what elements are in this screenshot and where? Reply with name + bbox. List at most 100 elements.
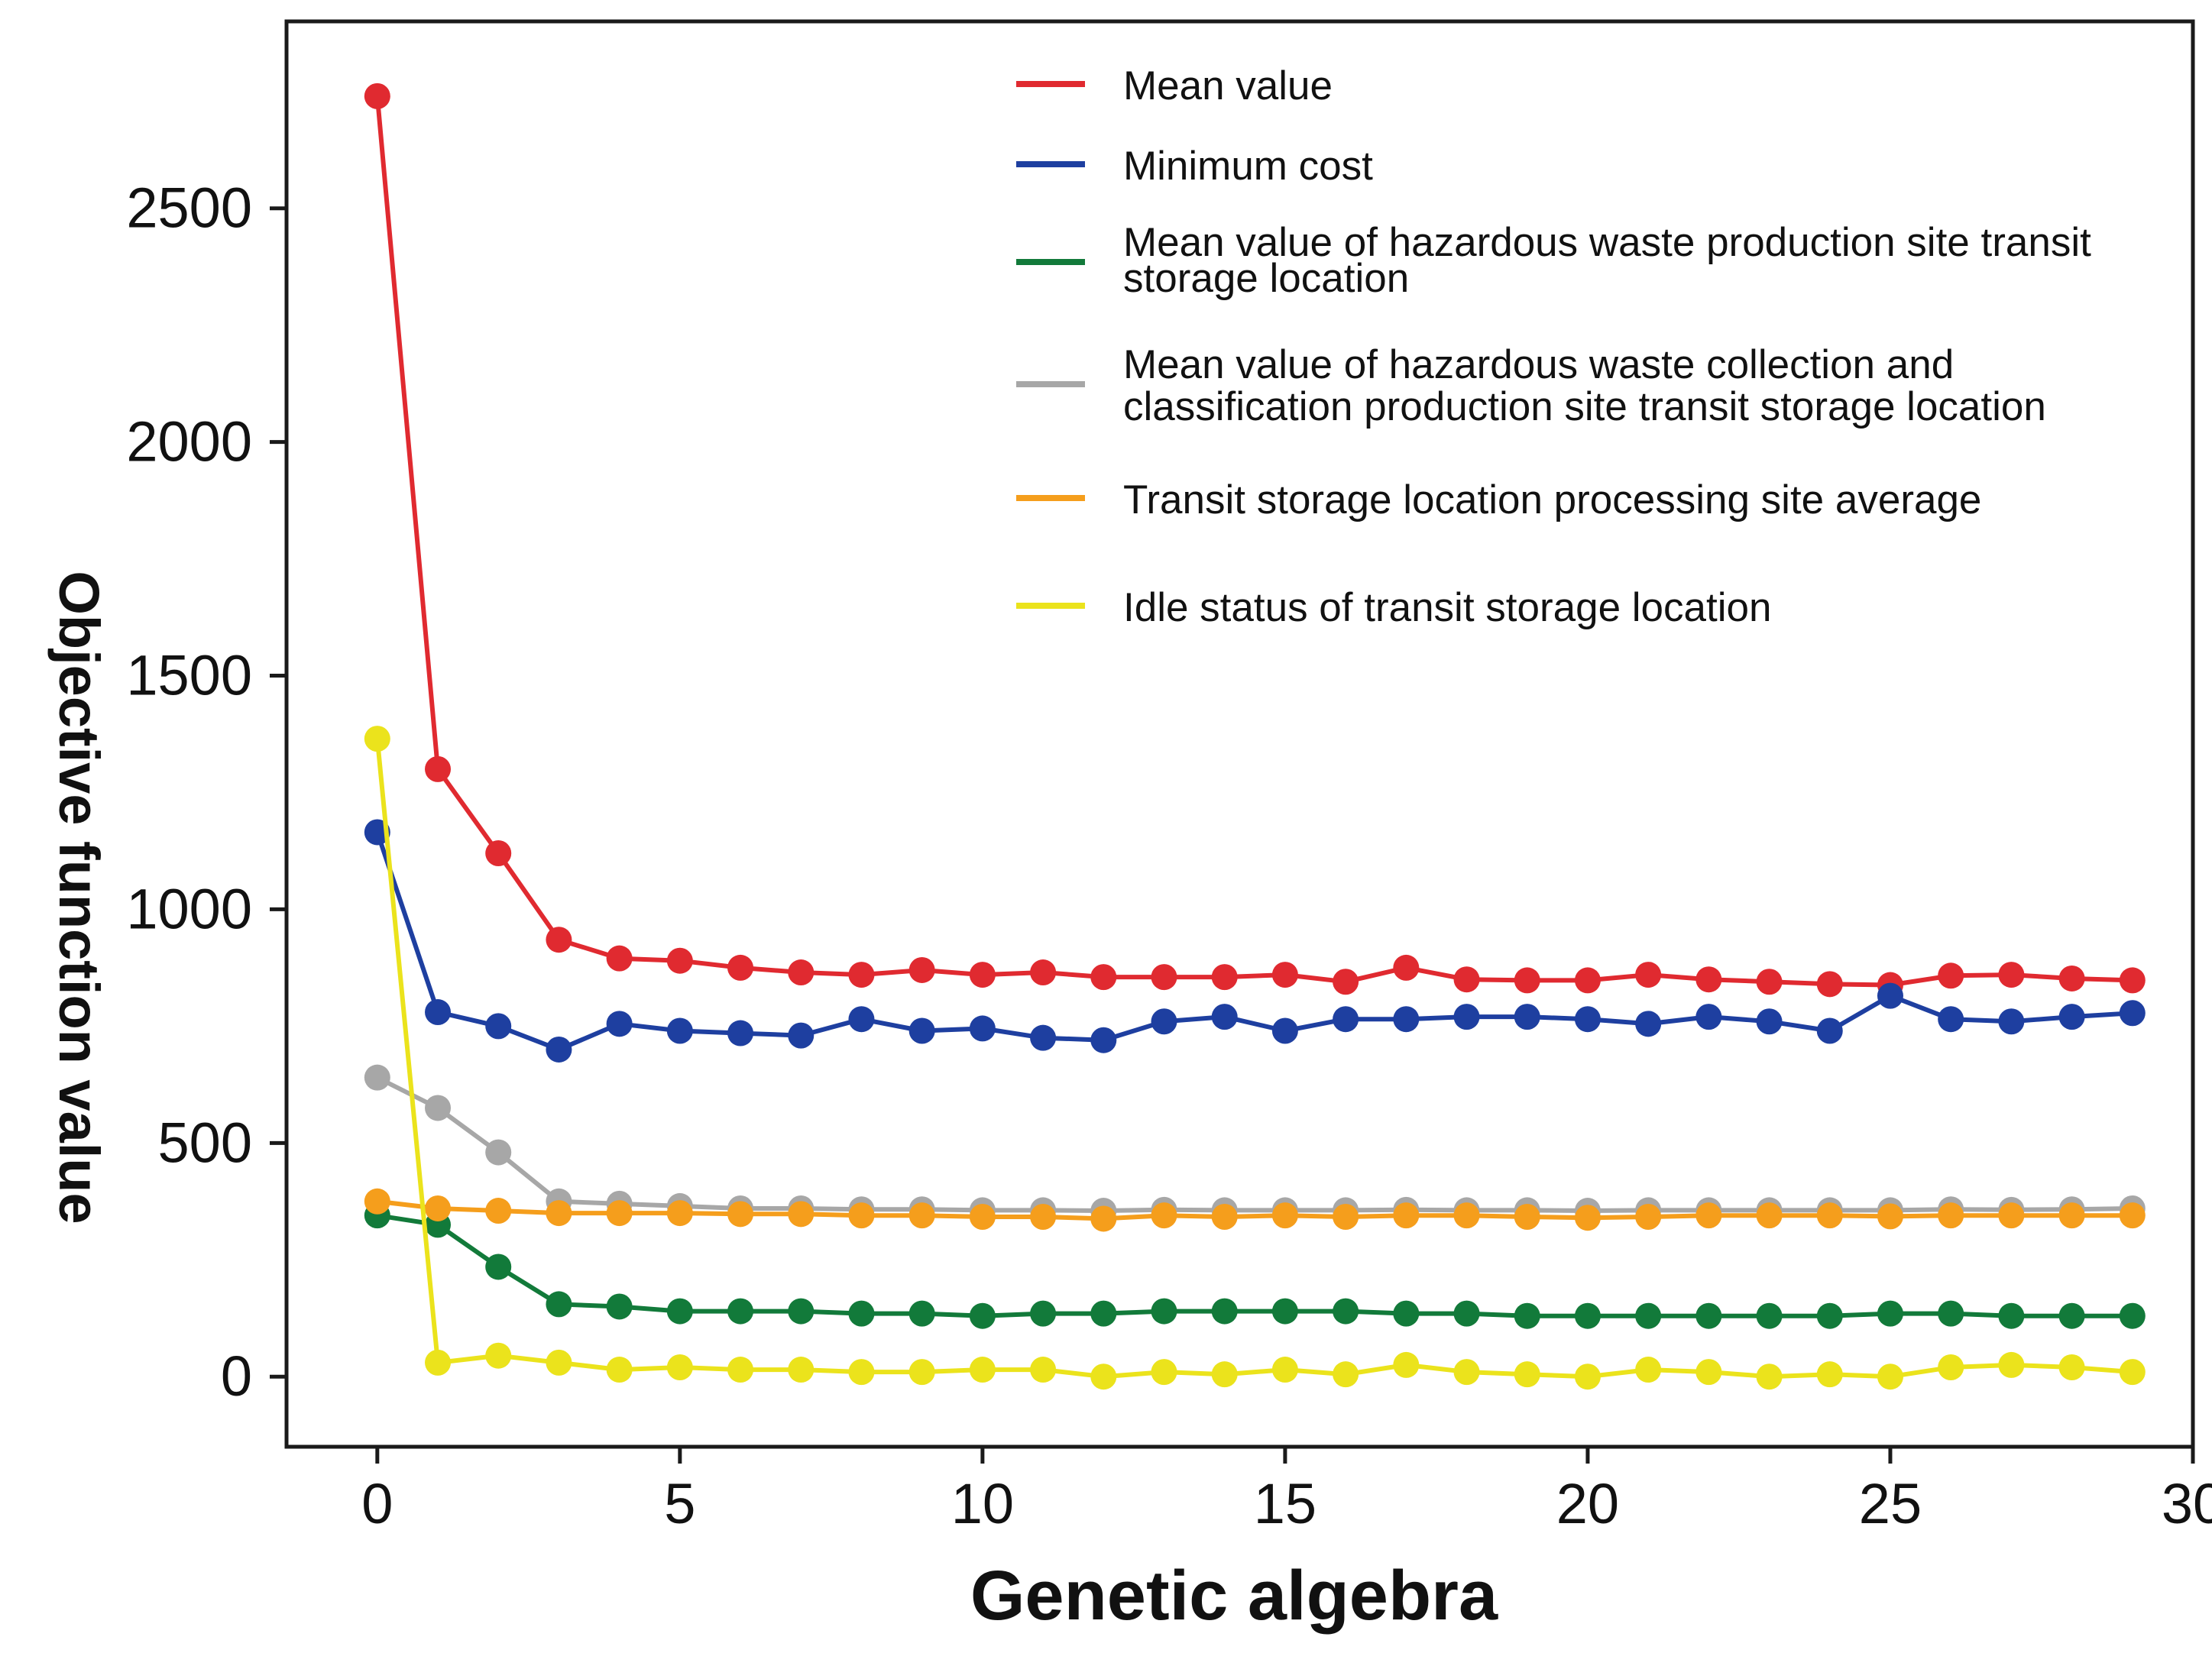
data-point bbox=[1453, 1300, 1480, 1327]
data-point bbox=[606, 1293, 633, 1320]
data-point bbox=[1756, 1202, 1783, 1229]
x-tick-label: 5 bbox=[664, 1472, 695, 1535]
data-point bbox=[1453, 1004, 1480, 1030]
data-point bbox=[1635, 1302, 1662, 1329]
data-point bbox=[546, 927, 572, 953]
data-point bbox=[1453, 1359, 1480, 1386]
data-point bbox=[908, 1202, 935, 1229]
x-axis-title: Genetic algebra bbox=[970, 1557, 1498, 1635]
data-point bbox=[1333, 1361, 1359, 1388]
data-point bbox=[788, 959, 815, 986]
data-point bbox=[425, 755, 452, 782]
data-point bbox=[2058, 1354, 2085, 1380]
data-point bbox=[666, 1017, 693, 1044]
data-point bbox=[1211, 964, 1238, 991]
y-tick-label: 0 bbox=[221, 1344, 252, 1408]
data-point bbox=[1090, 964, 1117, 991]
data-point bbox=[788, 1201, 815, 1228]
legend: Mean value Minimum cost Mean value of haza… bbox=[1016, 63, 2091, 630]
data-point bbox=[1635, 962, 1662, 988]
data-point bbox=[1695, 1202, 1722, 1229]
data-point bbox=[1030, 1203, 1057, 1230]
data-point bbox=[485, 1139, 512, 1166]
data-point bbox=[2119, 1202, 2146, 1229]
data-point bbox=[1998, 962, 2025, 988]
data-point bbox=[666, 1200, 693, 1227]
data-point bbox=[1514, 1004, 1540, 1030]
data-point bbox=[606, 945, 633, 972]
x-tick-label: 25 bbox=[1859, 1472, 1922, 1535]
legend-label: Transit storage location processing site… bbox=[1123, 477, 1981, 522]
data-point bbox=[1998, 1202, 2025, 1229]
x-tick-label: 15 bbox=[1254, 1472, 1317, 1535]
data-point bbox=[969, 1203, 996, 1230]
data-point bbox=[1877, 1203, 1903, 1230]
data-point bbox=[425, 1095, 452, 1121]
data-point bbox=[908, 1017, 935, 1044]
series-layer bbox=[364, 82, 2146, 1390]
data-point bbox=[1635, 1357, 1662, 1383]
data-point bbox=[1211, 1361, 1238, 1388]
data-point bbox=[1877, 982, 1903, 1009]
legend-entry-1: Mean value bbox=[1016, 63, 1333, 108]
data-point bbox=[2058, 1302, 2085, 1329]
data-point bbox=[1756, 1302, 1783, 1329]
legend-entry-3: Mean value of hazardous waste production… bbox=[1016, 220, 2091, 301]
y-tick-label: 2000 bbox=[126, 410, 252, 474]
data-point bbox=[1816, 1017, 1843, 1044]
legend-entry-5: Transit storage location processing site… bbox=[1016, 477, 1981, 522]
data-point bbox=[1816, 1202, 1843, 1229]
legend-label: Idle status of transit storage location bbox=[1123, 585, 1771, 630]
data-point bbox=[848, 1300, 875, 1327]
data-point bbox=[788, 1357, 815, 1383]
data-point bbox=[546, 1291, 572, 1318]
data-point bbox=[848, 962, 875, 988]
legend-entry-4: Mean value of hazardous waste collection… bbox=[1016, 342, 2046, 429]
data-point bbox=[485, 1198, 512, 1224]
data-point bbox=[364, 726, 390, 752]
data-point bbox=[969, 1357, 996, 1383]
data-point bbox=[1090, 1363, 1117, 1390]
data-point bbox=[1877, 1363, 1903, 1390]
legend-label: storage location bbox=[1123, 256, 1409, 301]
data-point bbox=[727, 1201, 754, 1228]
data-point bbox=[425, 999, 452, 1026]
data-point bbox=[1695, 1004, 1722, 1030]
x-tick-label: 20 bbox=[1556, 1472, 1619, 1535]
data-point bbox=[1998, 1351, 2025, 1378]
legend-entry-2: Minimum cost bbox=[1016, 144, 1373, 189]
legend-label: classification production site transit s… bbox=[1123, 384, 2046, 429]
data-point bbox=[485, 1013, 512, 1040]
series-1 bbox=[364, 82, 2146, 998]
data-point bbox=[1816, 1361, 1843, 1388]
x-tick-label: 10 bbox=[951, 1472, 1014, 1535]
data-point bbox=[2119, 1000, 2146, 1027]
data-point bbox=[546, 1200, 572, 1227]
data-point bbox=[1938, 1354, 1964, 1380]
data-point bbox=[1393, 1300, 1420, 1327]
data-point bbox=[364, 82, 390, 109]
data-point bbox=[425, 1195, 452, 1221]
data-point bbox=[848, 1006, 875, 1033]
data-point bbox=[1393, 1351, 1420, 1378]
data-point bbox=[908, 1300, 935, 1327]
data-point bbox=[848, 1359, 875, 1386]
data-point bbox=[788, 1022, 815, 1049]
data-point bbox=[1211, 1004, 1238, 1030]
data-point bbox=[364, 1064, 390, 1091]
data-point bbox=[606, 1200, 633, 1227]
y-tick-label: 2500 bbox=[126, 176, 252, 240]
data-point bbox=[364, 1188, 390, 1215]
legend-label: Mean value of hazardous waste production… bbox=[1123, 220, 2091, 265]
series-line bbox=[374, 738, 2133, 1380]
data-point bbox=[1574, 967, 1601, 994]
data-point bbox=[1938, 962, 1964, 989]
data-point bbox=[727, 954, 754, 981]
data-point bbox=[1271, 1202, 1298, 1229]
data-point bbox=[1574, 1363, 1601, 1390]
data-point bbox=[1271, 1298, 1298, 1325]
data-point bbox=[546, 1349, 572, 1376]
data-point bbox=[1090, 1300, 1117, 1327]
data-point bbox=[1816, 1302, 1843, 1329]
data-point bbox=[1998, 1302, 2025, 1329]
